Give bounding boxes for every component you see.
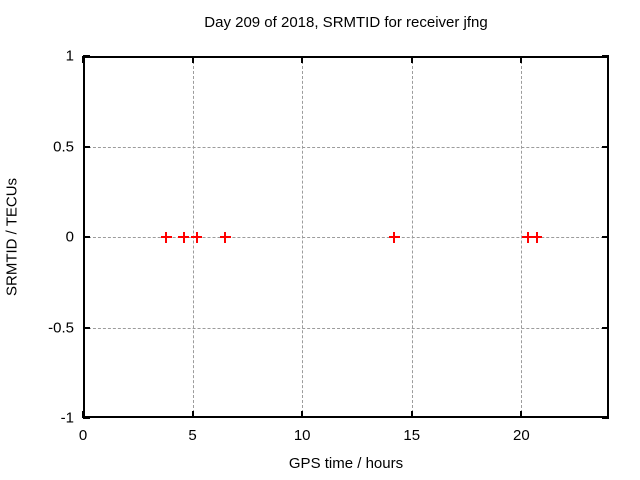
y-tick-label: -0.5 [48, 319, 74, 336]
y-gridline [83, 237, 609, 238]
x-tick-mark-bottom [520, 411, 523, 418]
data-point-marker [191, 231, 203, 243]
x-tick-mark-top [520, 56, 523, 63]
y-tick-mark-right [602, 236, 609, 238]
x-tick-label: 10 [293, 427, 311, 444]
y-tick-mark-right [602, 145, 609, 148]
data-point-marker [522, 231, 534, 243]
y-tick-mark-right [602, 417, 609, 419]
y-tick-mark-right [602, 55, 609, 57]
y-tick-label: 0.5 [53, 138, 74, 155]
y-gridline [83, 327, 609, 329]
y-tick-label: -1 [60, 409, 74, 427]
plot-area: 0 5 10 15 20 -1 -0.5 0 0.5 1 [48, 48, 609, 444]
y-tick-label: 0 [65, 228, 74, 246]
y-tick-mark-left [83, 236, 90, 238]
data-point-marker [388, 231, 400, 243]
x-tick-mark-top [301, 56, 304, 63]
y-gridline [83, 146, 609, 148]
data-point-marker [160, 231, 172, 243]
chart-title: Day 209 of 2018, SRMTID for receiver jfn… [204, 14, 488, 31]
y-tick-mark-left [83, 145, 90, 148]
x-tick-mark-top [82, 56, 84, 63]
x-tick-mark-top [191, 56, 194, 63]
y-axis-label: SRMTID / TECUs [3, 177, 21, 297]
x-tick-mark-bottom [301, 411, 304, 418]
x-tick-label: 0 [78, 427, 88, 444]
x-tick-label: 5 [188, 427, 197, 444]
data-point-marker [531, 231, 543, 243]
x-tick-mark-bottom [410, 411, 413, 418]
data-point-marker [219, 231, 231, 243]
y-tick-mark-left [83, 326, 90, 329]
x-tick-label: 20 [512, 427, 530, 444]
y-tick-label: 1 [65, 47, 74, 65]
data-point-marker [178, 231, 190, 243]
x-tick-mark-bottom [191, 411, 194, 418]
x-tick-label: 15 [403, 427, 421, 444]
y-tick-mark-right [602, 326, 609, 329]
y-tick-mark-left [83, 55, 90, 57]
x-axis-label: GPS time / hours [288, 455, 404, 472]
x-tick-mark-top [410, 56, 413, 63]
y-tick-mark-left [83, 417, 90, 419]
